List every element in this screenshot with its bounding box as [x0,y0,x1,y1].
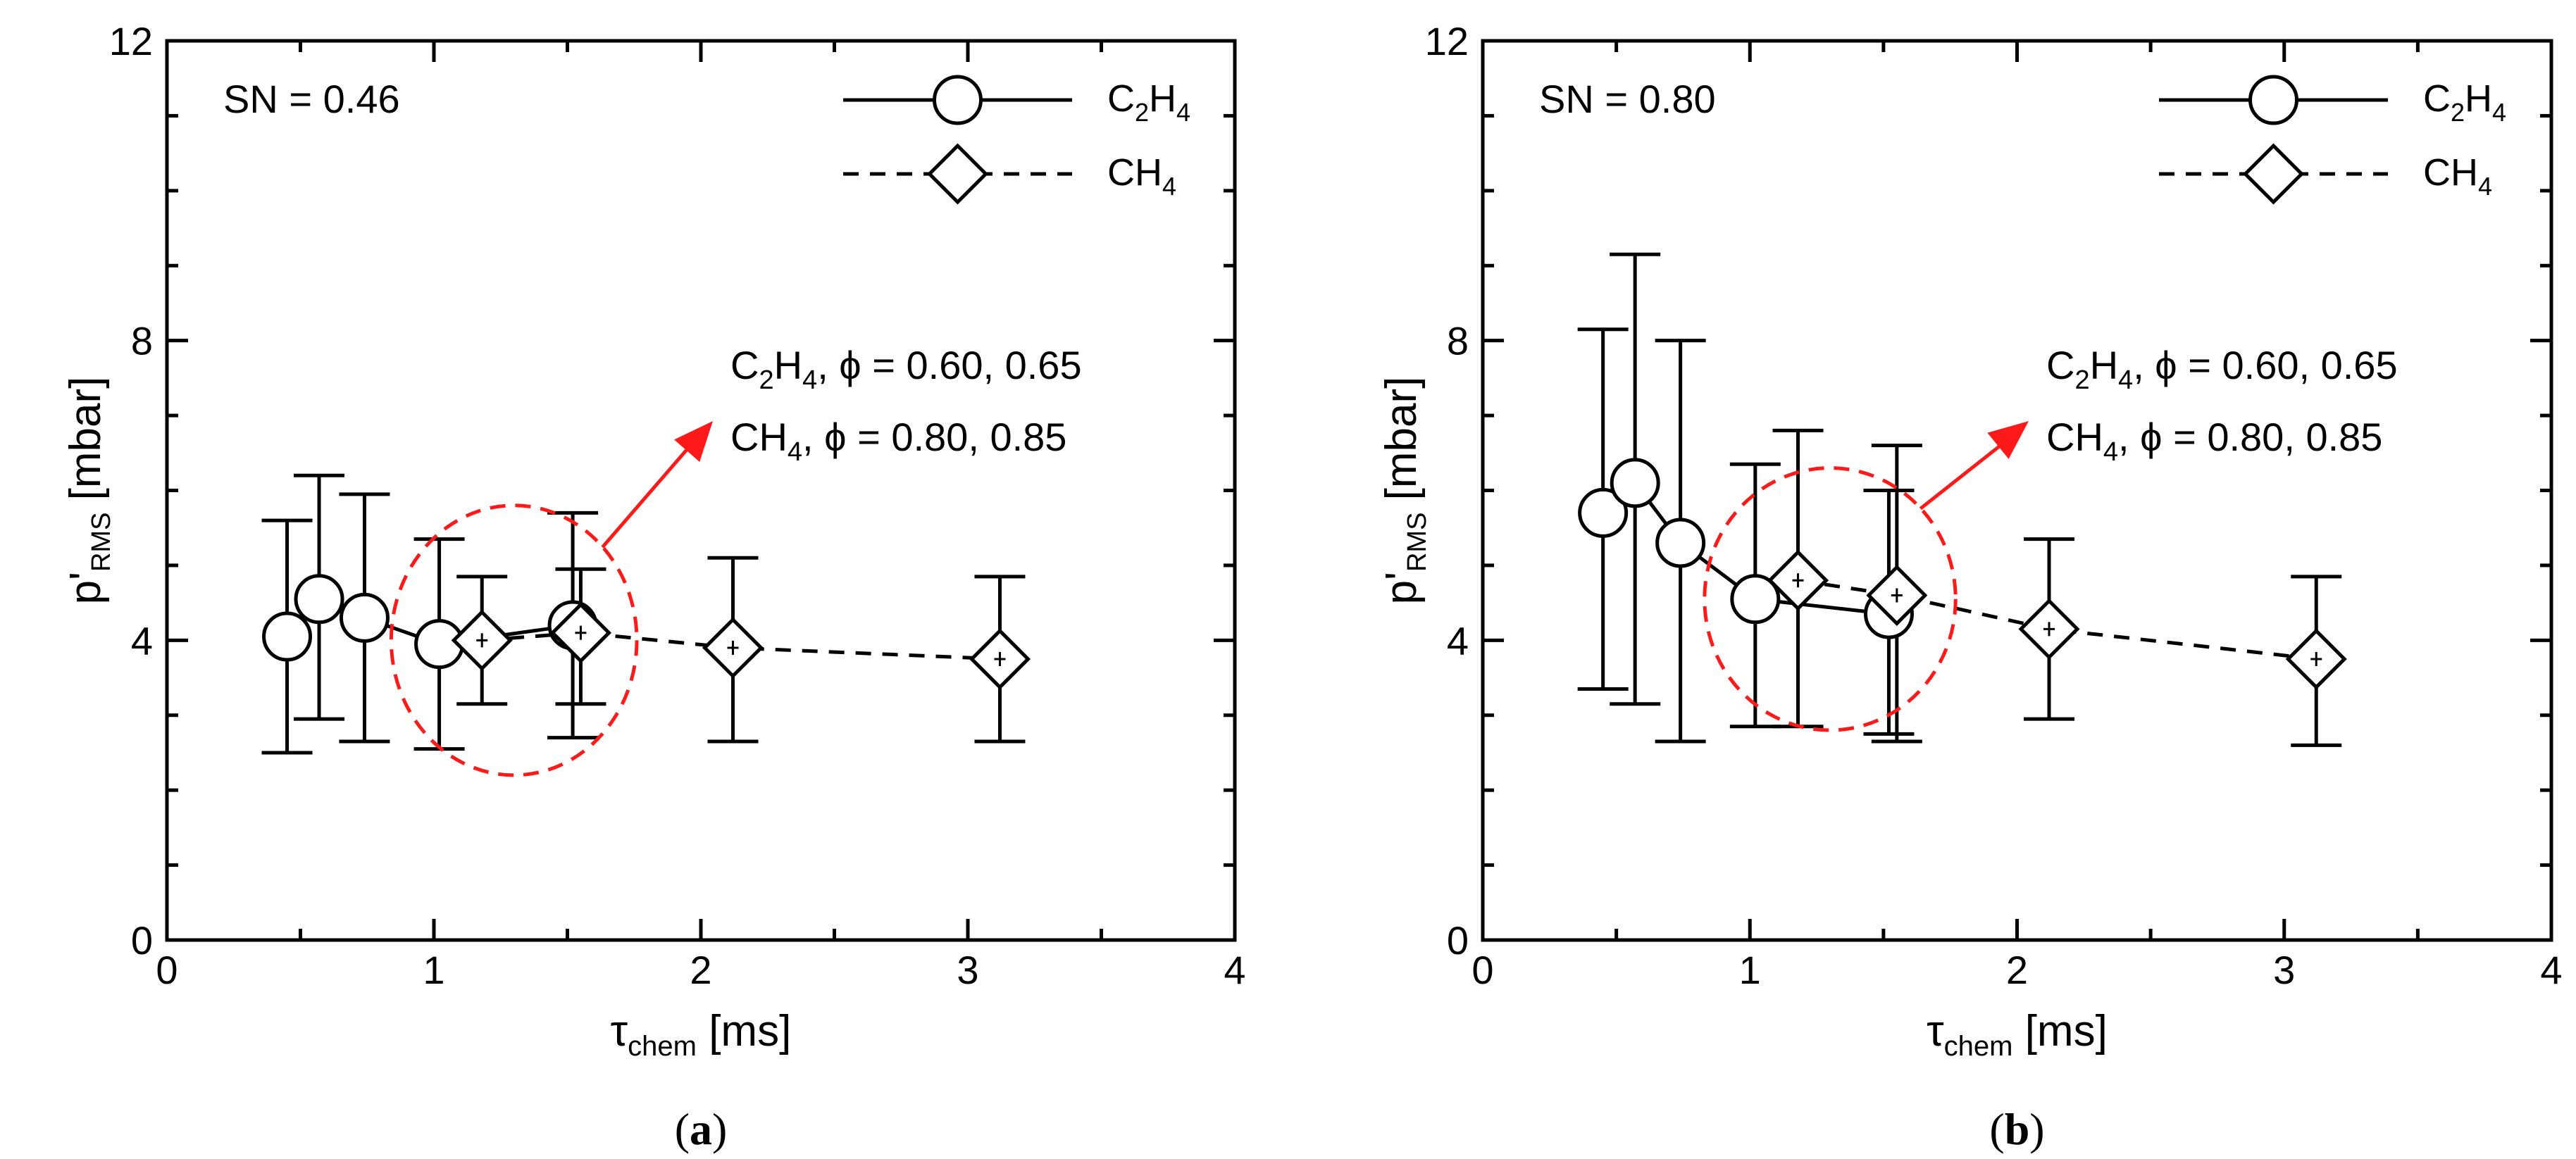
y-tick-label: 8 [1447,319,1469,363]
x-tick-label: 0 [156,948,178,992]
legend-label: C2H4 [2423,77,2506,127]
callout-line-2: CH4, ϕ = 0.80, 0.85 [2046,415,2382,467]
callout-arrow-head [674,421,713,462]
callout-line-1: C2H4, ϕ = 0.60, 0.65 [2046,343,2398,395]
y-tick-label: 4 [1447,618,1469,663]
legend-marker-diamond [2242,143,2305,205]
legend-marker-circle [933,75,983,125]
sn-annotation: SN = 0.46 [223,77,400,121]
highlight-circle [1703,466,1958,732]
data-point-C2H4 [339,592,390,643]
x-tick-label: 1 [1739,948,1761,992]
data-point-C2H4 [1730,574,1781,625]
y-tick-label: 12 [109,19,153,63]
data-point-C2H4 [1578,487,1629,538]
legend-label: CH4 [1107,151,1176,201]
y-axis-label: p'RMS [mbar] [1377,377,1432,605]
sn-annotation: SN = 0.80 [1539,77,1716,121]
series-line-CH4 [482,631,1000,661]
x-tick-label: 4 [1224,948,1245,992]
x-tick-label: 3 [2273,948,2295,992]
data-point-C2H4 [262,611,313,662]
highlight-circle [389,503,639,777]
data-point-C2H4 [1610,458,1660,508]
callout-arrow-line [601,430,704,549]
x-tick-label: 3 [957,948,978,992]
x-tick-label: 0 [1471,948,1493,992]
x-tick-label: 1 [423,948,444,992]
data-point-C2H4 [294,574,344,625]
data-point-C2H4 [1655,518,1706,568]
y-tick-label: 8 [131,319,153,363]
x-axis-label: τchem [ms] [611,1007,792,1062]
y-axis-label: p'RMS [mbar] [61,377,116,605]
x-axis-label: τchem [ms] [1927,1007,2108,1062]
y-tick-label: 12 [1425,19,1469,63]
legend-label: C2H4 [1107,77,1190,127]
callout-arrow-head [1987,421,2029,459]
y-tick-label: 0 [1447,918,1469,963]
legend-label: CH4 [2423,151,2492,201]
x-tick-label: 2 [690,948,711,992]
x-tick-label: 2 [2006,948,2028,992]
legend-marker-circle [2248,75,2298,125]
legend-marker-diamond [926,143,989,205]
panel-label: (a) [675,1104,728,1154]
panel-label: (b) [1989,1104,2044,1154]
callout-line-2: CH4, ϕ = 0.80, 0.85 [730,415,1066,467]
plot-frame [165,39,1237,942]
y-tick-label: 4 [131,618,153,663]
x-tick-label: 4 [2540,948,2562,992]
callout-line-1: C2H4, ϕ = 0.60, 0.65 [730,343,1082,395]
y-tick-label: 0 [131,918,153,963]
